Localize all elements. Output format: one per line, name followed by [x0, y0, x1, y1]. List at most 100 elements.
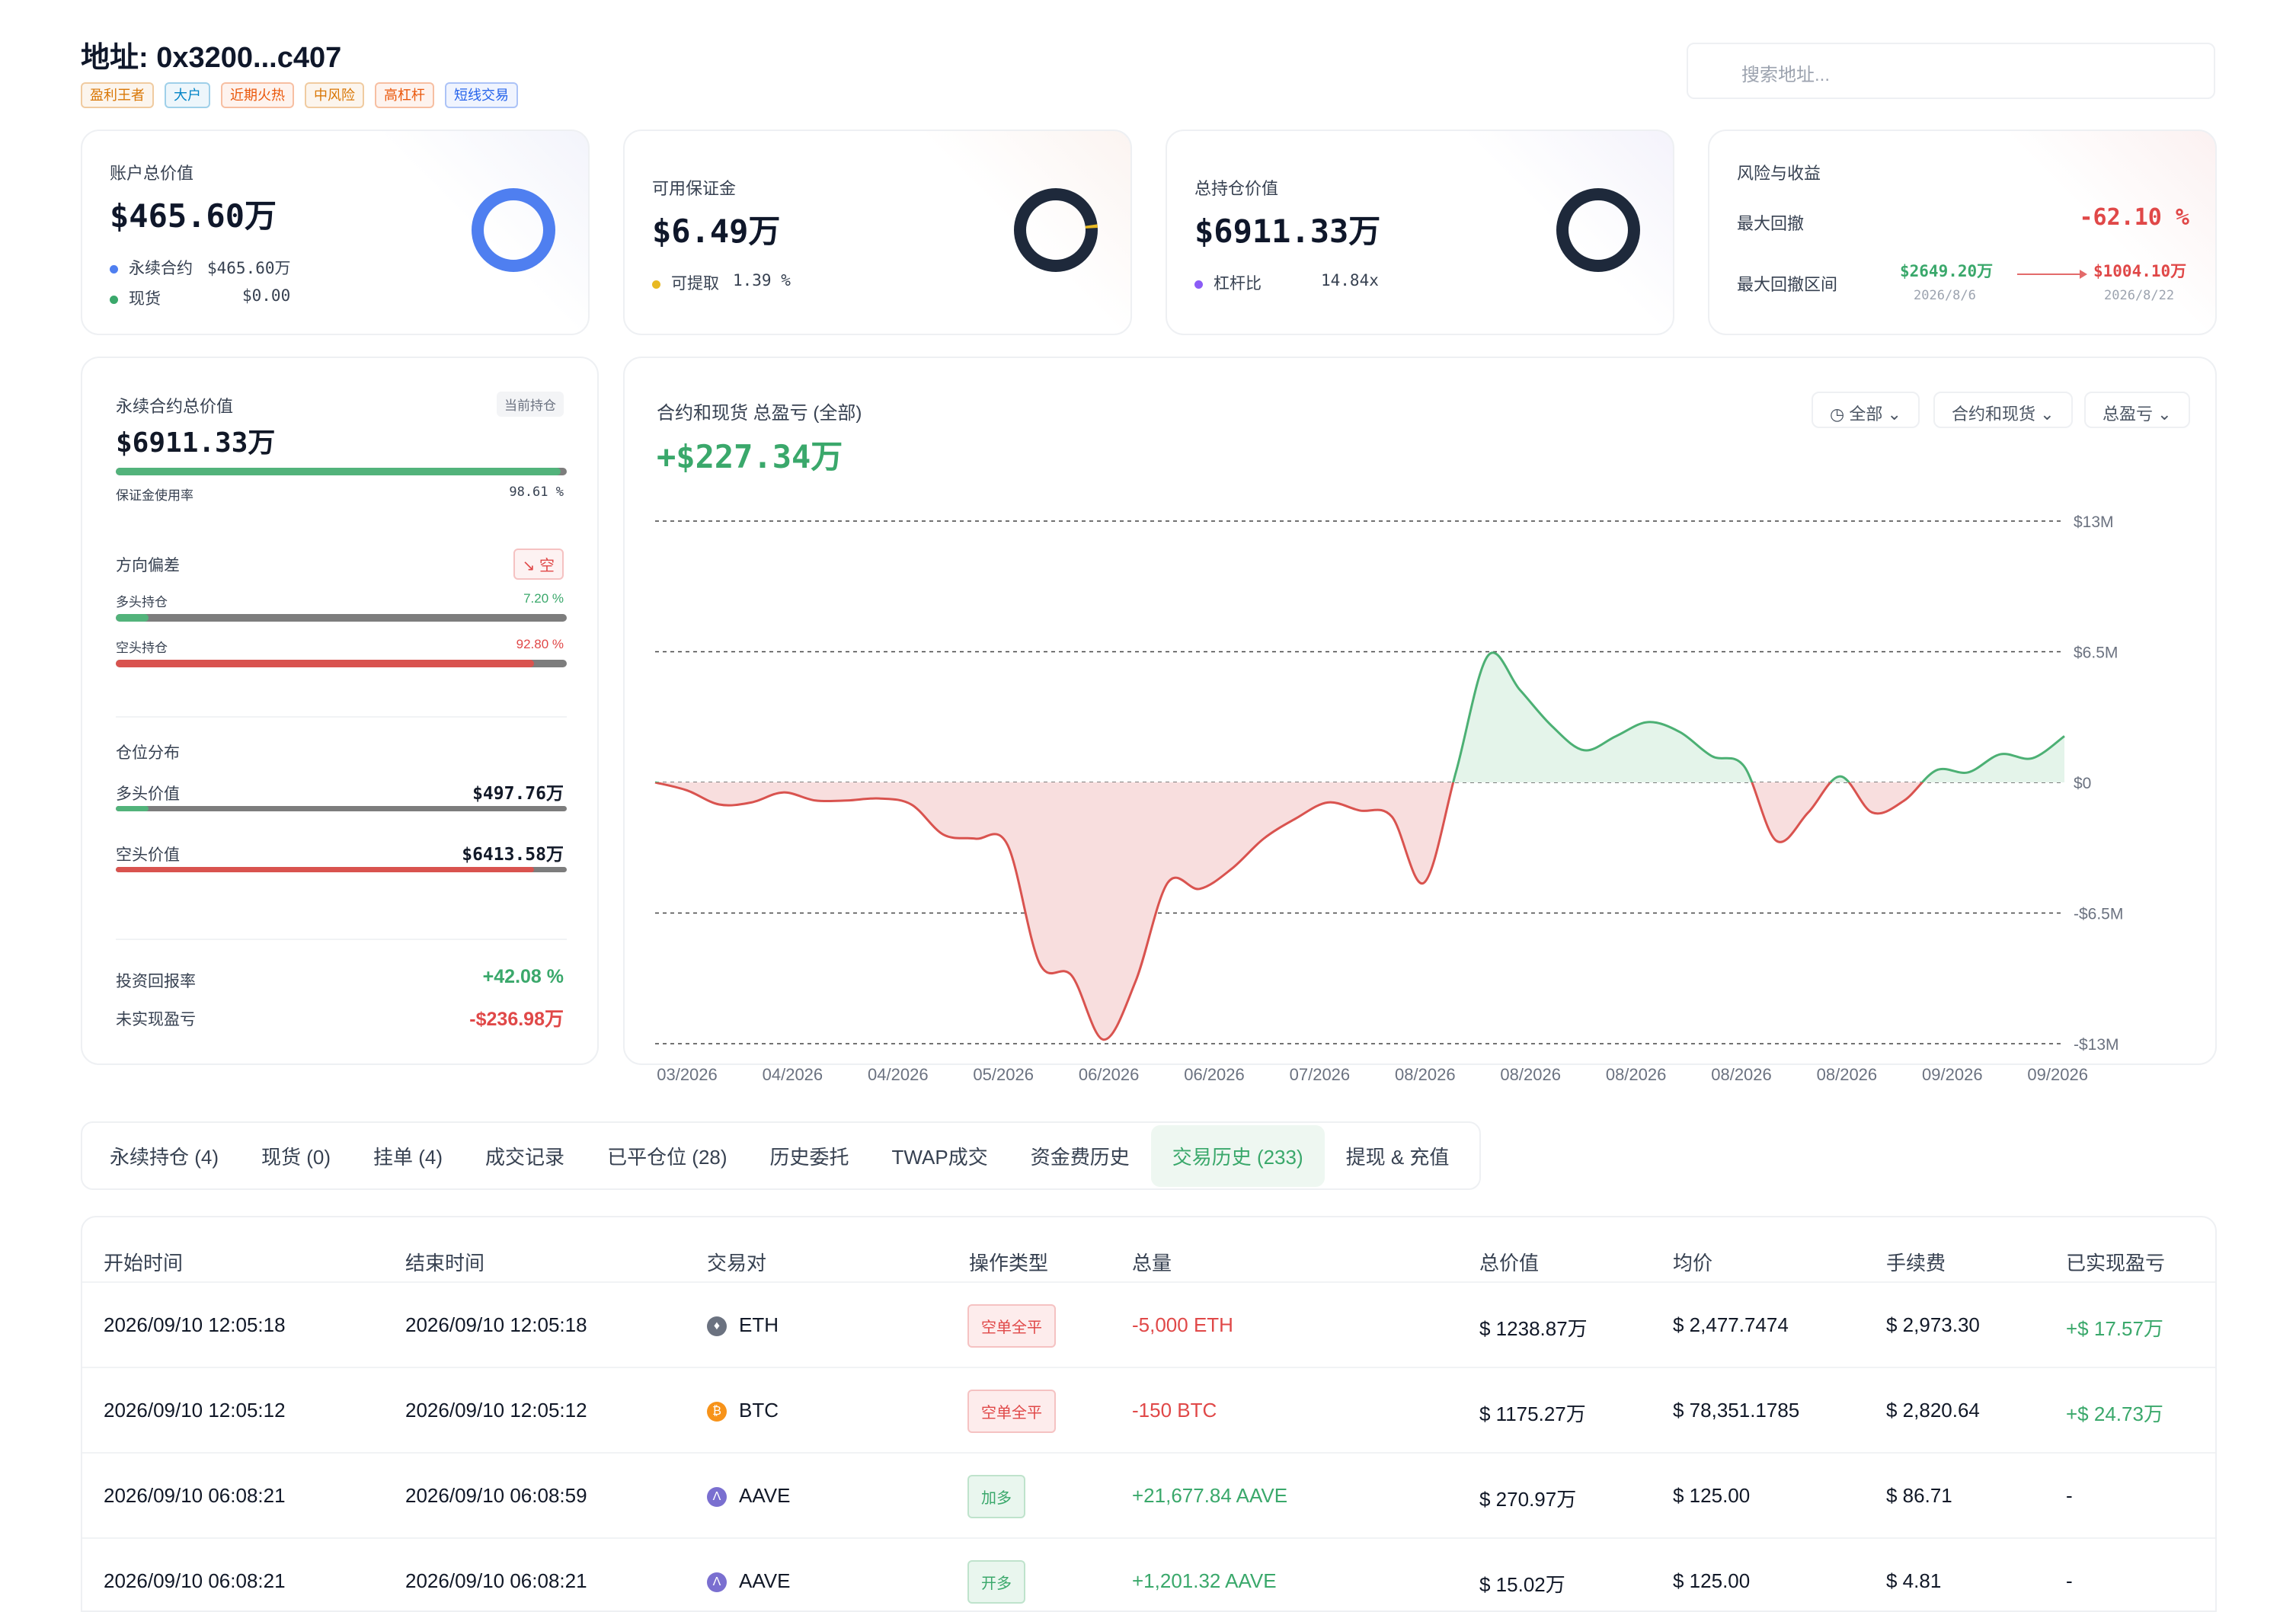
short-position-bar — [116, 660, 567, 667]
divider — [116, 716, 567, 718]
total-value: $ 1238.87万 — [1479, 1317, 1588, 1340]
x-tick-label: 06/2026 — [1079, 1065, 1140, 1084]
btc-icon: ₿ — [707, 1402, 727, 1422]
max-drawdown-label: 最大回撤 — [1737, 214, 1805, 233]
x-tick-label: 09/2026 — [2027, 1065, 2088, 1084]
pair-symbol: BTC — [739, 1399, 779, 1422]
y-tick-label: -$13M — [2074, 1036, 2119, 1054]
pnl-chart-panel — [623, 357, 2217, 1065]
trading-pair: Λ AAVE — [707, 1484, 790, 1508]
risk-return-label: 风险与收益 — [1737, 164, 1821, 183]
realized-pnl: +$ 24.73万 — [2066, 1403, 2163, 1425]
tag-badge: 大户 — [165, 82, 210, 108]
trading-pair: ₿ BTC — [707, 1399, 779, 1422]
column-header[interactable]: 已实现盈亏 — [2066, 1252, 2166, 1275]
tab-6[interactable]: TWAP成交 — [891, 1145, 988, 1169]
divider — [116, 939, 567, 940]
tag-badge: 中风险 — [305, 82, 364, 108]
column-header[interactable]: 操作类型 — [969, 1252, 1049, 1275]
market-type-dropdown[interactable]: 合约和现货 ⌄ — [1933, 392, 2073, 428]
action-type-badge: 空单全平 — [967, 1304, 1056, 1348]
tab-9[interactable]: 提现 & 充值 — [1345, 1145, 1450, 1169]
x-tick-label: 04/2026 — [868, 1065, 929, 1084]
fee: $ 86.71 — [1886, 1484, 1952, 1507]
long-position-bar — [116, 614, 567, 622]
tab-0[interactable]: 永续持仓 (4) — [110, 1145, 219, 1169]
long-value-label: 多头价值 — [116, 785, 180, 803]
tab-4[interactable]: 已平仓位 (28) — [607, 1145, 727, 1169]
roi-label: 投资回报率 — [116, 973, 196, 990]
end-time: 2026/09/10 12:05:12 — [405, 1399, 587, 1422]
trading-pair: Λ AAVE — [707, 1569, 790, 1593]
search-input[interactable]: 搜索地址... — [1687, 43, 2215, 99]
long-position-pct: 7.20 % — [523, 591, 564, 606]
pair-symbol: ETH — [739, 1313, 779, 1336]
start-time: 2026/09/10 06:08:21 — [104, 1569, 286, 1592]
pnl-type-dropdown[interactable]: 总盈亏 ⌄ — [2084, 392, 2190, 428]
current-position-badge: 当前持仓 — [497, 392, 564, 417]
long-value: $497.76万 — [472, 784, 564, 804]
eth-icon: ♦ — [707, 1316, 727, 1337]
tab-2[interactable]: 挂单 (4) — [373, 1145, 443, 1169]
end-time: 2026/09/10 06:08:59 — [405, 1484, 587, 1507]
start-time: 2026/09/10 12:05:12 — [104, 1399, 286, 1422]
column-header[interactable]: 交易对 — [707, 1252, 767, 1275]
total-position-value: $6911.33万 — [1194, 213, 1381, 250]
x-tick-label: 08/2026 — [1395, 1065, 1456, 1084]
aave-icon: Λ — [707, 1487, 727, 1508]
column-header[interactable]: 手续费 — [1886, 1252, 1946, 1275]
tab-8[interactable]: 交易历史 (233) — [1150, 1124, 1325, 1187]
amount: -5,000 ETH — [1132, 1313, 1233, 1336]
pnl-positive-area — [655, 653, 2064, 782]
drawdown-range-start-date: 2026/8/6 — [1914, 288, 1976, 303]
drawdown-range-end-date: 2026/8/22 — [2104, 288, 2175, 303]
total-value: $ 270.97万 — [1479, 1488, 1577, 1511]
y-tick-label: $0 — [2074, 775, 2091, 792]
account-value-card: 账户总价值 $465.60万 永续合约 $465.60万 现货 $0.00 — [81, 130, 590, 335]
column-header[interactable]: 均价 — [1673, 1252, 1713, 1275]
pnl-area-chart: $13M $6.5M $0 -$6.5M -$13M 03/2026 04/2026 04/2… — [654, 513, 2123, 1084]
perp-legend-value: $465.60万 — [207, 259, 291, 277]
table-row[interactable]: 2026/09/10 06:08:21 2026/09/10 06:08:21 Λ A… — [82, 1537, 2215, 1610]
unrealized-pnl-label: 未实现盈亏 — [116, 1011, 196, 1028]
column-header[interactable]: 总价值 — [1479, 1252, 1540, 1275]
short-value-label: 空头价值 — [116, 846, 180, 864]
chevron-down-icon: ⌄ — [2040, 405, 2055, 424]
short-value-bar — [116, 867, 567, 872]
available-margin-value: $6.49万 — [652, 213, 781, 250]
action-type-badge: 开多 — [967, 1560, 1025, 1604]
tag-list: 盈利王者 大户 近期火热 中风险 高杠杆 短线交易 — [81, 82, 518, 108]
unrealized-pnl-value: -$236.98万 — [469, 1009, 564, 1030]
table-row[interactable]: 2026/09/10 06:08:21 2026/09/10 06:08:59 Λ A… — [82, 1452, 2215, 1537]
column-header[interactable]: 总量 — [1132, 1252, 1172, 1275]
total-value: $ 15.02万 — [1479, 1573, 1565, 1596]
margin-usage-value: 98.61 % — [509, 485, 564, 500]
tab-3[interactable]: 成交记录 — [485, 1145, 565, 1169]
table-row[interactable]: 2026/09/10 12:05:12 2026/09/10 12:05:12 ₿ B… — [82, 1367, 2215, 1452]
account-value-label: 账户总价值 — [110, 164, 194, 183]
column-header[interactable]: 结束时间 — [405, 1252, 485, 1275]
time-range-dropdown[interactable]: ◷ 全部 ⌄ — [1812, 392, 1920, 428]
x-tick-label: 08/2026 — [1711, 1065, 1772, 1084]
y-tick-label: $13M — [2074, 513, 2114, 531]
tab-5[interactable]: 历史委托 — [769, 1145, 849, 1169]
pair-symbol: AAVE — [739, 1484, 791, 1507]
margin-usage-bar — [116, 468, 567, 475]
x-tick-label: 03/2026 — [657, 1065, 718, 1084]
spot-legend: 现货 — [110, 286, 161, 309]
amount: +1,201.32 AAVE — [1132, 1569, 1277, 1592]
margin-donut — [1014, 188, 1098, 272]
average-price: $ 125.00 — [1673, 1484, 1751, 1507]
withdrawable-legend: 可提取 — [652, 271, 719, 294]
short-position-pct: 92.80 % — [516, 637, 564, 651]
column-header[interactable]: 开始时间 — [104, 1252, 184, 1275]
tab-1[interactable]: 现货 (0) — [261, 1145, 331, 1169]
x-tick-label: 05/2026 — [973, 1065, 1034, 1084]
tab-7[interactable]: 资金费历史 — [1030, 1145, 1130, 1169]
tag-badge: 盈利王者 — [81, 82, 154, 108]
margin-usage-label: 保证金使用率 — [116, 488, 193, 503]
x-tick-label: 08/2026 — [1817, 1065, 1878, 1084]
average-price: $ 2,477.7474 — [1673, 1313, 1789, 1336]
leverage-value: 14.84x — [1321, 271, 1379, 289]
table-row[interactable]: 2026/09/10 12:05:18 2026/09/10 12:05:18 ♦ E… — [82, 1281, 2215, 1367]
